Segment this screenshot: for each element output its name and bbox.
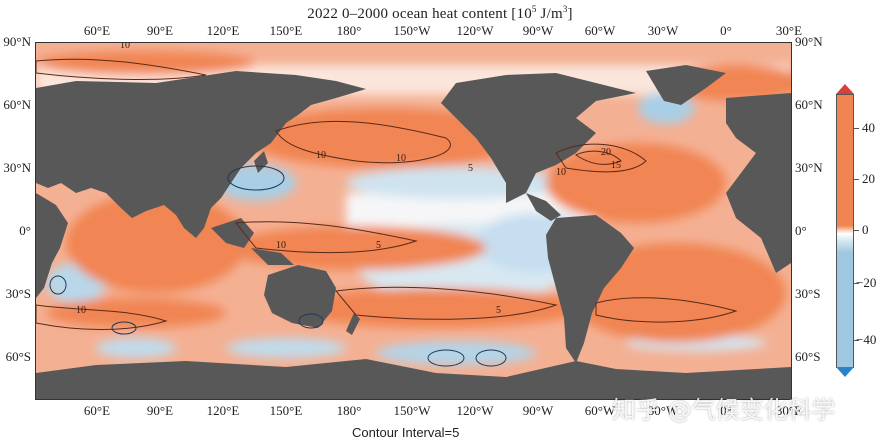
lon-label: 0° bbox=[720, 403, 732, 418]
colorbar-tick bbox=[853, 179, 859, 180]
lon-label: 60°W bbox=[584, 403, 616, 418]
lat-label: 60°N bbox=[3, 97, 31, 112]
lat-label: 30°S bbox=[795, 286, 821, 301]
svg-text:5: 5 bbox=[376, 240, 381, 251]
colorbar-over-arrow bbox=[836, 84, 854, 94]
colorbar-label: 40 bbox=[862, 120, 875, 135]
lon-label: 60°E bbox=[83, 23, 111, 38]
lat-label: 30°N bbox=[3, 160, 31, 175]
svg-text:5: 5 bbox=[468, 163, 473, 174]
map-canvas: 10 10 10 5 5 10 20 15 10 10 5 bbox=[36, 43, 791, 399]
lon-label: 30°W bbox=[647, 403, 679, 418]
svg-text:5: 5 bbox=[496, 305, 501, 316]
colorbar-label: 0 bbox=[862, 222, 869, 237]
svg-text:10: 10 bbox=[396, 153, 406, 164]
contour-interval-note: Contour Interval=5 bbox=[352, 425, 460, 440]
colorbar-tick bbox=[853, 128, 859, 129]
svg-text:10: 10 bbox=[120, 43, 130, 51]
lat-label: 0° bbox=[795, 223, 807, 238]
lon-label: 180° bbox=[336, 403, 362, 418]
lon-label: 180° bbox=[336, 23, 362, 38]
lon-label: 150°E bbox=[269, 23, 303, 38]
svg-text:15: 15 bbox=[611, 160, 621, 171]
colorbar-tick bbox=[853, 283, 859, 284]
watermark: 知乎 @气候变化科学 bbox=[612, 396, 836, 424]
lon-label: 90°E bbox=[146, 23, 174, 38]
lon-label: 120°E bbox=[206, 23, 240, 38]
lon-label: 150°E bbox=[269, 403, 303, 418]
colorbar-tick bbox=[853, 340, 859, 341]
lon-label: 90°E bbox=[146, 403, 174, 418]
lon-label: 30°E bbox=[775, 23, 803, 38]
lon-label: 120°W bbox=[456, 23, 494, 38]
contours bbox=[36, 58, 738, 330]
map-title: 2022 0–2000 ocean heat content [105 J/m3… bbox=[307, 4, 573, 22]
lat-label: 30°N bbox=[795, 160, 823, 175]
svg-text:10: 10 bbox=[76, 305, 86, 316]
colorbar bbox=[836, 94, 854, 368]
lat-label: 60°S bbox=[795, 349, 821, 364]
lat-label: 90°N bbox=[795, 34, 823, 49]
lon-label: 150°W bbox=[393, 403, 431, 418]
lat-label: 60°N bbox=[795, 97, 823, 112]
colorbar-tick bbox=[853, 230, 859, 231]
lon-label: 120°E bbox=[206, 403, 240, 418]
lon-label: 60°E bbox=[83, 403, 111, 418]
lon-label: 120°W bbox=[456, 403, 494, 418]
svg-text:10: 10 bbox=[316, 150, 326, 161]
colorbar-label: −40 bbox=[856, 332, 877, 347]
lon-label: 150°W bbox=[393, 23, 431, 38]
lat-label: 30°S bbox=[5, 286, 31, 301]
colorbar-label: −20 bbox=[856, 275, 877, 290]
lon-label: 60°W bbox=[584, 23, 616, 38]
lon-label: 0° bbox=[720, 23, 732, 38]
lon-label: 30°W bbox=[647, 23, 679, 38]
contour-labels: 10 10 10 5 5 10 20 15 10 10 5 bbox=[76, 43, 621, 316]
colorbar-under-arrow bbox=[836, 367, 854, 377]
lat-label: 0° bbox=[19, 223, 31, 238]
heat-content-map: 10 10 10 5 5 10 20 15 10 10 5 bbox=[35, 42, 792, 400]
colorbar-label: 20 bbox=[862, 171, 875, 186]
lat-label: 90°N bbox=[3, 34, 31, 49]
land bbox=[36, 65, 791, 399]
svg-text:10: 10 bbox=[556, 167, 566, 178]
lat-label: 60°S bbox=[5, 349, 31, 364]
svg-text:20: 20 bbox=[601, 147, 611, 158]
negative-contours bbox=[49, 165, 507, 367]
lon-label: 90°W bbox=[522, 23, 554, 38]
lon-label: 30°E bbox=[775, 403, 803, 418]
lon-label: 90°W bbox=[522, 403, 554, 418]
svg-text:10: 10 bbox=[276, 240, 286, 251]
